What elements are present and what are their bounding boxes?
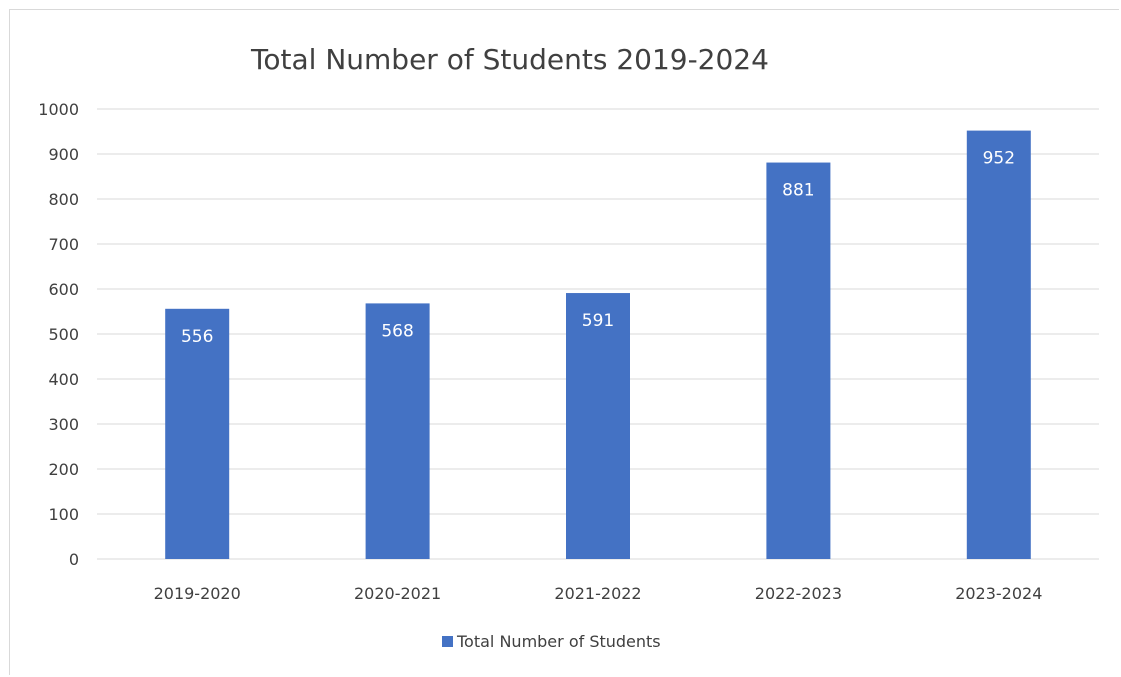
y-axis-ticks: 0 100 200 300 400 500 600 700 800 900 1000 [38,100,79,569]
bar [365,303,430,559]
chart-frame [9,9,1119,675]
x-tick-label: 2022-2023 [755,584,842,603]
y-tick-label: 700 [48,235,79,254]
y-tick-label: 200 [48,460,79,479]
bar [165,308,230,559]
data-labels: 556 568 591 881 952 [181,149,1015,347]
chart-title: Total Number of Students 2019-2024 [250,43,769,76]
y-tick-label: 800 [48,190,79,209]
legend-label: Total Number of Students [456,632,661,651]
bars [165,130,1031,560]
x-axis-ticks: 2019-2020 2020-2021 2021-2022 2022-2023 2023… [154,584,1043,603]
y-tick-label: 100 [48,505,79,524]
data-label: 881 [782,181,814,201]
y-tick-label: 500 [48,325,79,344]
y-tick-label: 400 [48,370,79,389]
x-tick-label: 2020-2021 [354,584,441,603]
y-tick-label: 600 [48,280,79,299]
data-label: 568 [381,321,413,341]
y-tick-label: 300 [48,415,79,434]
x-tick-label: 2019-2020 [154,584,241,603]
x-tick-label: 2021-2022 [554,584,641,603]
x-tick-label: 2023-2024 [955,584,1042,603]
data-label: 556 [181,327,213,347]
bar [766,162,831,560]
y-tick-label: 0 [69,550,79,569]
data-label: 952 [983,149,1015,169]
y-tick-label: 900 [48,145,79,164]
data-label: 591 [582,311,614,331]
bar [566,293,630,559]
legend: Total Number of Students [442,632,661,651]
legend-swatch [442,636,453,647]
bar [966,130,1031,559]
y-tick-label: 1000 [38,100,79,119]
